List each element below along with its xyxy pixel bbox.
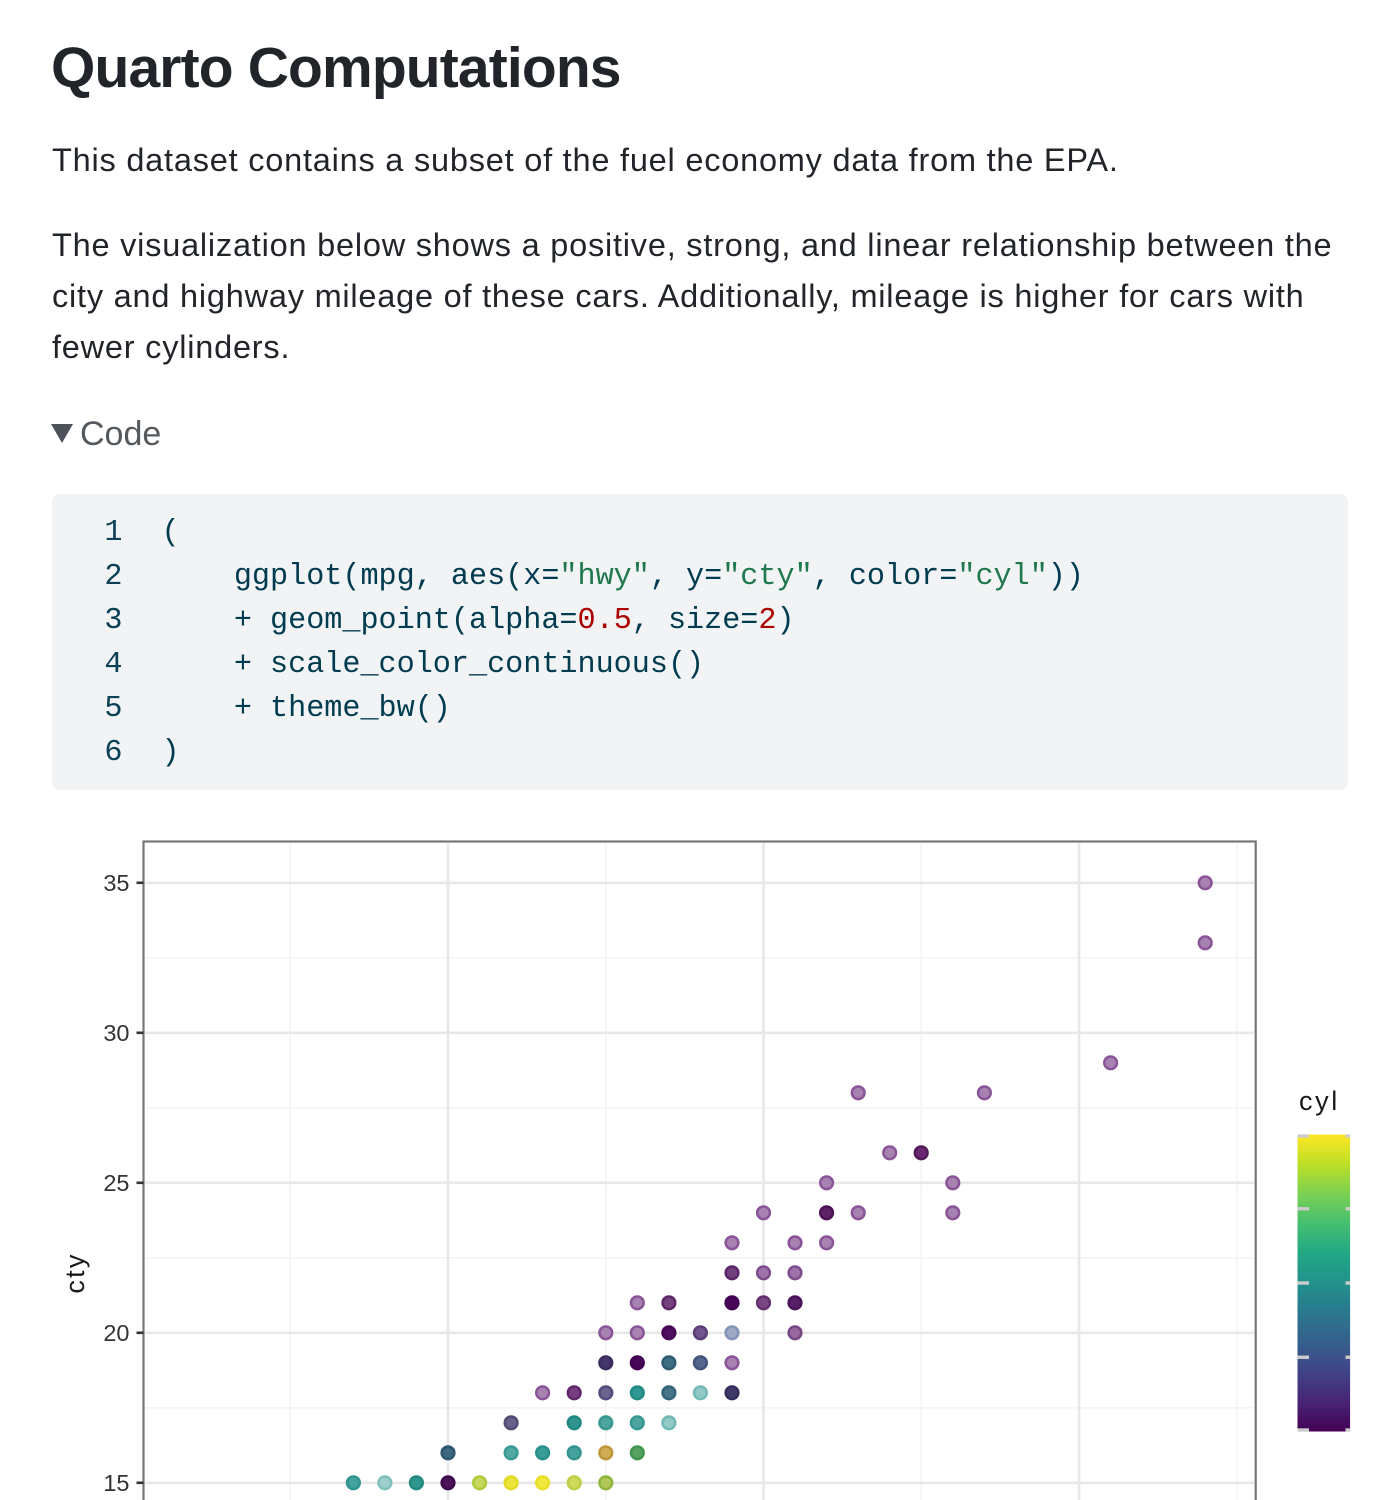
svg-text:25: 25 — [103, 1170, 129, 1196]
svg-text:cyl: cyl — [1299, 1086, 1340, 1116]
svg-text:30: 30 — [103, 1020, 129, 1046]
svg-text:15: 15 — [103, 1470, 129, 1496]
svg-text:35: 35 — [103, 870, 129, 896]
svg-text:cty: cty — [60, 1252, 90, 1293]
svg-text:20: 20 — [103, 1320, 129, 1346]
